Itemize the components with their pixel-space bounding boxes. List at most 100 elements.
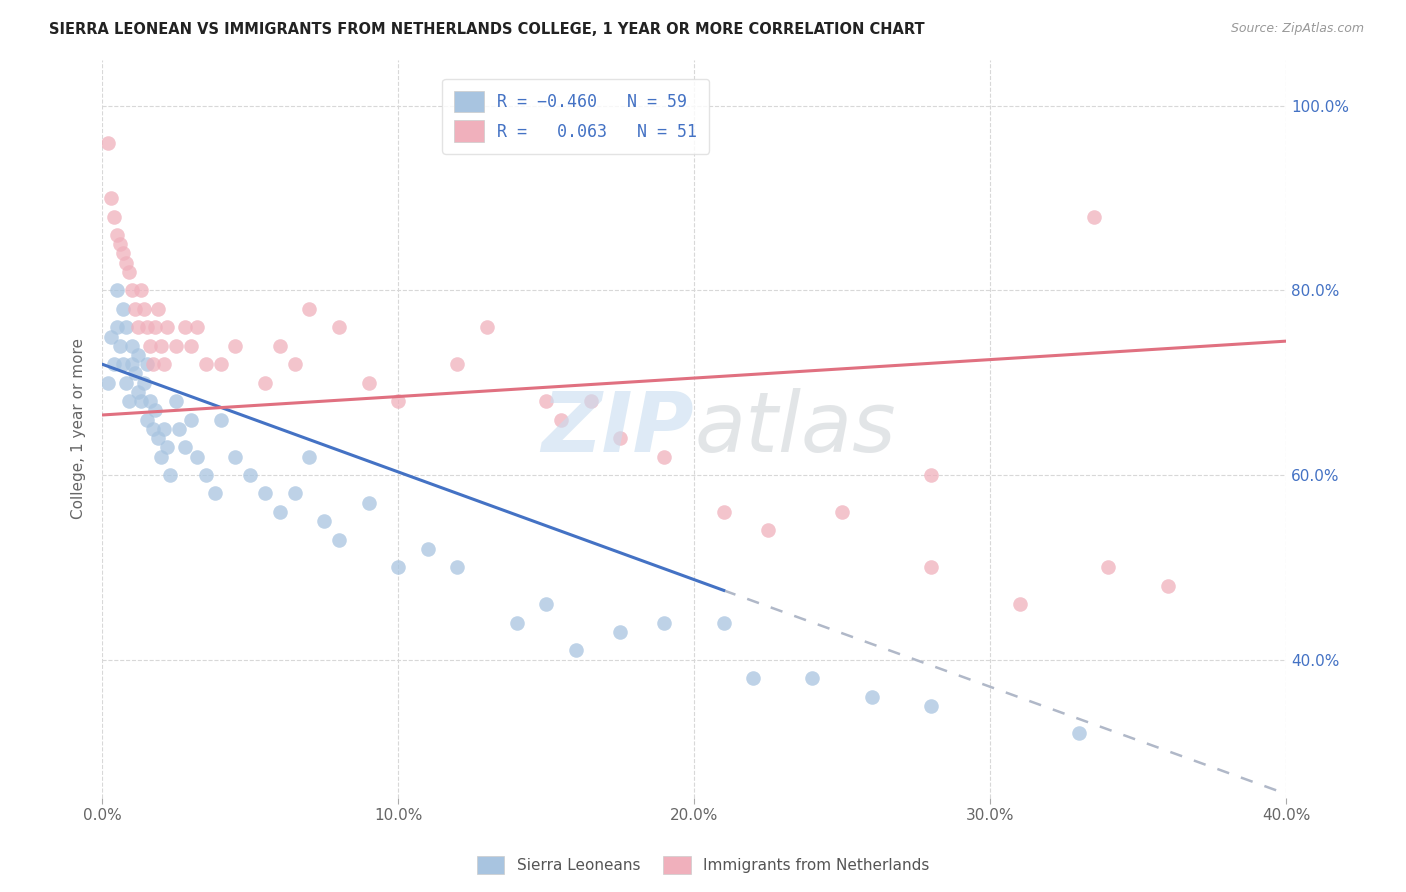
Point: [156, 320, 179, 334]
Point: [253, 376, 276, 390]
Point: [145, 403, 167, 417]
Point: [387, 394, 409, 409]
Point: [579, 394, 602, 409]
Point: [920, 560, 942, 574]
Point: [1008, 597, 1031, 611]
Point: [138, 339, 160, 353]
Point: [127, 384, 149, 399]
Point: [121, 339, 143, 353]
Point: [1067, 726, 1090, 740]
Point: [194, 467, 217, 482]
Point: [103, 357, 125, 371]
Point: [269, 505, 291, 519]
Point: [416, 541, 439, 556]
Point: [118, 265, 141, 279]
Point: [284, 486, 307, 500]
Point: [204, 486, 226, 500]
Point: [97, 136, 120, 150]
Point: [118, 394, 141, 409]
Point: [475, 320, 498, 334]
Point: [801, 671, 824, 685]
Point: [269, 339, 291, 353]
Point: [180, 412, 202, 426]
Point: [756, 524, 779, 538]
Point: [105, 227, 128, 242]
Point: [314, 514, 336, 528]
Point: [111, 246, 134, 260]
Point: [145, 320, 167, 334]
Point: [97, 376, 120, 390]
Point: [446, 560, 468, 574]
Point: [115, 255, 138, 269]
Point: [138, 394, 160, 409]
Point: [124, 367, 146, 381]
Point: [920, 467, 942, 482]
Point: [224, 450, 246, 464]
Point: [654, 450, 676, 464]
Legend: Sierra Leoneans, Immigrants from Netherlands: Sierra Leoneans, Immigrants from Netherl…: [471, 850, 935, 880]
Point: [253, 486, 276, 500]
Point: [153, 357, 176, 371]
Point: [165, 394, 187, 409]
Point: [105, 284, 128, 298]
Point: [103, 210, 125, 224]
Point: [111, 357, 134, 371]
Point: [111, 301, 134, 316]
Point: [328, 320, 350, 334]
Point: [194, 357, 217, 371]
Point: [132, 376, 155, 390]
Point: [174, 440, 197, 454]
Point: [100, 191, 122, 205]
Point: [831, 505, 853, 519]
Text: atlas: atlas: [695, 388, 896, 469]
Point: [920, 698, 942, 713]
Point: [387, 560, 409, 574]
Point: [141, 357, 163, 371]
Point: [239, 467, 262, 482]
Text: SIERRA LEONEAN VS IMMIGRANTS FROM NETHERLANDS COLLEGE, 1 YEAR OR MORE CORRELATIO: SIERRA LEONEAN VS IMMIGRANTS FROM NETHER…: [49, 22, 925, 37]
Point: [148, 301, 170, 316]
Point: [115, 320, 138, 334]
Point: [129, 284, 152, 298]
Point: [186, 320, 208, 334]
Point: [153, 422, 176, 436]
Point: [135, 412, 157, 426]
Point: [105, 320, 128, 334]
Point: [148, 431, 170, 445]
Point: [534, 597, 557, 611]
Point: [135, 320, 157, 334]
Text: Source: ZipAtlas.com: Source: ZipAtlas.com: [1230, 22, 1364, 36]
Point: [165, 339, 187, 353]
Point: [124, 301, 146, 316]
Point: [141, 422, 163, 436]
Point: [132, 301, 155, 316]
Point: [115, 376, 138, 390]
Point: [100, 329, 122, 343]
Point: [180, 339, 202, 353]
Point: [167, 422, 190, 436]
Point: [1156, 579, 1178, 593]
Y-axis label: College, 1 year or more: College, 1 year or more: [72, 338, 86, 519]
Point: [609, 431, 631, 445]
Point: [446, 357, 468, 371]
Point: [108, 237, 131, 252]
Point: [298, 450, 321, 464]
Point: [150, 450, 173, 464]
Text: ZIP: ZIP: [541, 388, 695, 469]
Point: [121, 284, 143, 298]
Point: [121, 357, 143, 371]
Point: [224, 339, 246, 353]
Point: [357, 376, 380, 390]
Point: [186, 450, 208, 464]
Point: [534, 394, 557, 409]
Point: [564, 643, 586, 657]
Point: [159, 467, 181, 482]
Point: [550, 412, 572, 426]
Point: [150, 339, 173, 353]
Legend: R = −0.460   N = 59, R =   0.063   N = 51: R = −0.460 N = 59, R = 0.063 N = 51: [443, 79, 709, 153]
Point: [713, 505, 735, 519]
Point: [174, 320, 197, 334]
Point: [298, 301, 321, 316]
Point: [1097, 560, 1119, 574]
Point: [1083, 210, 1105, 224]
